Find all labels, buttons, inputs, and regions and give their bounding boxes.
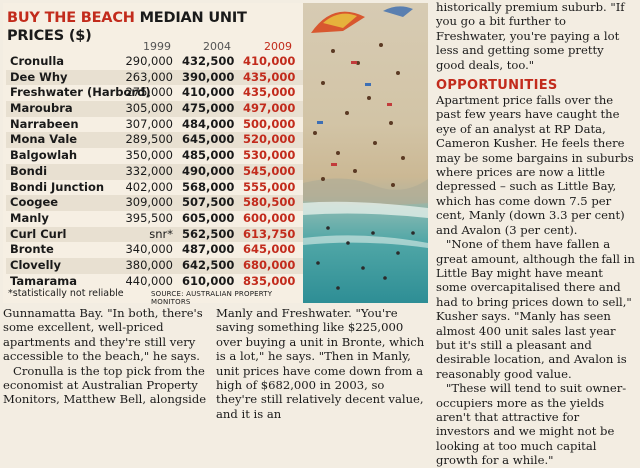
- col1-paragraph-2: Cronulla is the top pick from the econom…: [3, 363, 207, 407]
- suburb-cell: Bondi: [10, 163, 48, 178]
- value-2004: 475,000: [182, 101, 235, 116]
- section-subhead: OPPORTUNITIES: [436, 78, 558, 94]
- heading-red: BUY THE BEACH: [7, 10, 135, 26]
- table-row: Freshwater (Harbord) 275,000 410,000 435,00…: [6, 85, 304, 101]
- table-row: Bondi Junction 402,000 568,000 555,000: [6, 180, 304, 196]
- suburb-cell: Narrabeen: [10, 116, 79, 131]
- value-2004: 410,000: [182, 85, 235, 100]
- value-2004: 432,500: [182, 54, 235, 68]
- suburb-cell: Tamarama: [10, 273, 78, 288]
- value-1999: 275,000: [125, 85, 173, 100]
- newspaper-page: BUY THE BEACH MEDIAN UNIT PRICES ($) 199…: [3, 0, 635, 467]
- table-row: Narrabeen 307,000 484,000 500,000: [6, 117, 304, 133]
- table-row: Bronte 340,000 487,000 645,000: [6, 242, 304, 258]
- value-1999: 309,000: [125, 195, 173, 210]
- value-2004: 487,000: [182, 242, 235, 257]
- table-heading: BUY THE BEACH MEDIAN UNIT PRICES ($): [7, 9, 307, 45]
- suburb-cell: Bondi Junction: [10, 179, 105, 194]
- value-2009: 520,000: [243, 132, 296, 147]
- value-2004: 642,500: [182, 257, 235, 272]
- table-row: Dee Why 263,000 390,000 435,000: [6, 69, 304, 86]
- value-1999: snr*: [149, 226, 173, 241]
- value-2009: 497,000: [243, 101, 296, 116]
- value-2009: 613,750: [243, 226, 296, 241]
- value-2009: 645,000: [243, 242, 296, 257]
- value-2004: 484,000: [182, 116, 235, 131]
- article-column-2: Manly and Freshwater. "You're saving som…: [216, 306, 428, 421]
- col1-paragraph-1: Gunnamatta Bay. "In both, there's some e…: [3, 306, 203, 364]
- value-2009: 500,000: [243, 116, 296, 131]
- value-2004: 568,000: [182, 179, 235, 194]
- value-1999: 380,000: [125, 257, 173, 272]
- suburb-cell: Cronulla: [10, 54, 65, 68]
- value-2004: 610,000: [182, 273, 235, 288]
- value-2004: 490,000: [182, 163, 235, 178]
- col3-paragraph-3: "None of them have fallen a great amount…: [436, 237, 635, 381]
- value-2009: 545,000: [243, 163, 296, 178]
- col-2009: 2009: [264, 40, 292, 53]
- col3-paragraph-2: Apartment price falls over the past few …: [436, 93, 634, 237]
- col3-paragraph-1: historically premium suburb. "If you go …: [436, 0, 625, 72]
- value-2009: 435,000: [243, 85, 296, 100]
- value-1999: 289,500: [125, 132, 173, 147]
- value-1999: 305,000: [125, 101, 173, 116]
- value-2004: 605,000: [182, 210, 235, 225]
- table-rows: Cronulla 290,000 432,500 410,000 Dee Why 263,…: [6, 54, 304, 289]
- value-2004: 390,000: [182, 69, 235, 84]
- value-2009: 410,000: [243, 54, 296, 68]
- table-row: Cronulla 290,000 432,500 410,000: [6, 54, 304, 70]
- suburb-cell: Manly: [10, 210, 49, 225]
- table-row: Maroubra 305,000 475,000 497,000: [6, 101, 304, 117]
- value-1999: 263,000: [125, 69, 173, 84]
- suburb-cell: Coogee: [10, 195, 59, 210]
- value-2004: 562,500: [182, 226, 235, 241]
- value-2009: 435,000: [243, 69, 296, 84]
- suburb-cell: Clovelly: [10, 257, 61, 272]
- article-column-3: historically premium suburb. "If you go …: [436, 0, 636, 468]
- suburb-cell: Curl Curl: [10, 226, 67, 241]
- footnote: *statistically not reliable: [8, 288, 124, 299]
- value-2004: 485,000: [182, 148, 235, 163]
- value-1999: 350,000: [125, 148, 173, 163]
- value-2009: 530,000: [243, 148, 296, 163]
- col-2004: 2004: [203, 40, 231, 53]
- value-1999: 440,000: [125, 273, 173, 288]
- suburb-cell: Freshwater (Harbord): [10, 85, 151, 100]
- table-row: Clovelly 380,000 642,500 680,000: [6, 257, 304, 274]
- table-row: Balgowlah 350,000 485,000 530,000: [6, 148, 304, 164]
- value-2004: 645,000: [182, 132, 235, 147]
- table-row: Curl Curl snr* 562,500 613,750: [6, 226, 304, 243]
- source-credit: SOURCE: AUSTRALIAN PROPERTY MONITORS: [151, 290, 273, 306]
- value-2009: 835,000: [243, 273, 296, 288]
- suburb-cell: Mona Vale: [10, 132, 78, 147]
- value-2004: 507,500: [182, 195, 235, 210]
- table-row: Bondi 332,000 490,000 545,000: [6, 163, 304, 180]
- value-1999: 307,000: [125, 116, 173, 131]
- suburb-cell: Dee Why: [10, 69, 68, 84]
- value-2009: 680,000: [243, 257, 296, 272]
- price-table: BUY THE BEACH MEDIAN UNIT PRICES ($) 199…: [3, 3, 304, 306]
- col2-paragraph-1: Manly and Freshwater. "You're saving som…: [216, 306, 425, 421]
- table-row: Mona Vale 289,500 645,000 520,000: [6, 132, 304, 149]
- suburb-cell: Maroubra: [10, 101, 73, 116]
- table-row: Tamarama 440,000 610,000 835,000: [6, 274, 304, 290]
- table-row: Manly 395,500 605,000 600,000: [6, 211, 304, 227]
- value-1999: 402,000: [125, 179, 173, 194]
- beach-photo: [303, 3, 428, 303]
- value-2009: 580,500: [243, 195, 296, 210]
- heading-rest: MEDIAN UNIT PRICES ($): [7, 10, 247, 44]
- suburb-cell: Balgowlah: [10, 148, 78, 163]
- article-column-1: Gunnamatta Bay. "In both, there's some e…: [3, 306, 207, 407]
- value-2009: 555,000: [243, 179, 296, 194]
- suburb-cell: Bronte: [10, 242, 54, 257]
- value-2009: 600,000: [243, 210, 296, 225]
- value-1999: 395,500: [125, 210, 173, 225]
- value-1999: 290,000: [125, 54, 173, 68]
- col3-paragraph-4: "These will tend to suit owner-occupiers…: [436, 381, 627, 468]
- col-1999: 1999: [143, 40, 171, 53]
- table-row: Coogee 309,000 507,500 580,500: [6, 195, 304, 211]
- value-1999: 332,000: [125, 163, 173, 178]
- value-1999: 340,000: [125, 242, 173, 257]
